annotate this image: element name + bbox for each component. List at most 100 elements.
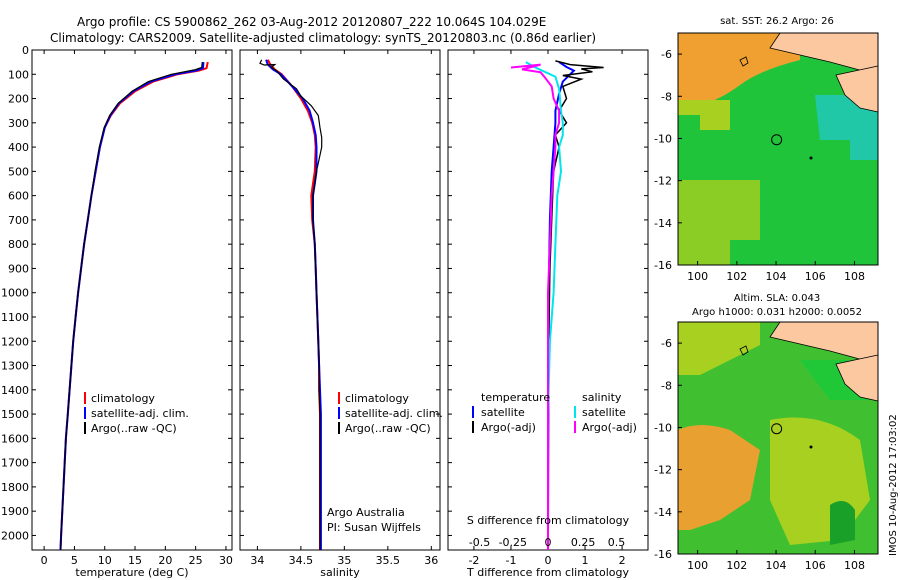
y-tick-label: 300 bbox=[8, 117, 29, 130]
series-line-s-argo-adj- bbox=[510, 63, 561, 550]
imos-timestamp: IMOS 10-Aug-2012 17:03:02 bbox=[888, 414, 899, 556]
y-tick-label: 500 bbox=[8, 165, 29, 178]
map-y-tick-label: -10 bbox=[654, 132, 672, 145]
legend-s-satellite-label: satellite bbox=[582, 406, 626, 419]
difference-legend: temperature satellite Argo(-adj) salinit… bbox=[472, 391, 637, 434]
land-java bbox=[835, 65, 879, 113]
y-tick-label: 1900 bbox=[1, 505, 29, 518]
salinity-profile-chart: 34 34.5 35 35.5 36 salinity climatology sate… bbox=[239, 49, 443, 579]
y-tick-label: 400 bbox=[8, 141, 29, 154]
s-difference-xlabel: S difference from climatology bbox=[467, 514, 630, 527]
map-y-tick-label: -14 bbox=[654, 217, 672, 230]
map-y-tick-label: -6 bbox=[661, 337, 672, 350]
map-y-tick-label: -12 bbox=[654, 464, 672, 477]
t-difference-xlabel: T difference from climatology bbox=[466, 566, 629, 579]
x-tick-label: 20 bbox=[158, 554, 172, 567]
sst-warm-region bbox=[678, 33, 800, 105]
temperature-legend: climatology satellite-adj. clim. Argo(..… bbox=[84, 392, 189, 435]
series-line-satellite-adj-clim- bbox=[265, 59, 322, 550]
sla-map: Altim. SLA: 0.043 Argo h1000: 0.031 h200… bbox=[654, 293, 879, 572]
y-tick-label: 100 bbox=[8, 68, 29, 81]
sla-map-frame bbox=[677, 321, 879, 555]
map-x-tick-label: 100 bbox=[687, 559, 708, 572]
sla-mid-region bbox=[678, 322, 760, 375]
s-diff-tick-label: -0.25 bbox=[499, 536, 527, 549]
y-tick-label: 1200 bbox=[1, 335, 29, 348]
map-x-tick-label: 104 bbox=[766, 559, 787, 572]
argo-location-marker bbox=[771, 423, 783, 435]
x-tick-label: -2 bbox=[468, 554, 479, 567]
legend-satellite-label: satellite-adj. clim. bbox=[91, 407, 189, 420]
sla-low-region bbox=[830, 501, 855, 545]
legend-s-argo-label: Argo(-adj) bbox=[582, 421, 637, 434]
x-tick-label: 34 bbox=[250, 554, 264, 567]
argo-location-marker bbox=[771, 134, 783, 146]
y-tick-label: 1700 bbox=[1, 457, 29, 470]
y-tick-label: 600 bbox=[8, 190, 29, 203]
y-tick-label: 1000 bbox=[1, 287, 29, 300]
christmas-island bbox=[809, 445, 813, 449]
christmas-island bbox=[809, 156, 813, 160]
s-diff-tick-label: -0.5 bbox=[469, 536, 490, 549]
legend-temperature-title: temperature bbox=[481, 391, 550, 404]
sst-mid-region bbox=[678, 100, 730, 130]
x-tick-label: -1 bbox=[505, 554, 516, 567]
x-tick-label: 2 bbox=[619, 554, 626, 567]
difference-profile-chart: -2 -1 0 1 2 T difference from climatology S … bbox=[447, 49, 649, 579]
x-tick-label: 15 bbox=[128, 554, 142, 567]
x-tick-label: 1 bbox=[582, 554, 589, 567]
x-tick-label: 10 bbox=[98, 554, 112, 567]
series-line-satellite-adj-clim- bbox=[59, 62, 205, 551]
x-tick-label: 0 bbox=[545, 554, 552, 567]
temperature-xlabel: temperature (deg C) bbox=[75, 566, 188, 579]
argo-australia-label: Argo Australia bbox=[327, 506, 405, 519]
temperature-plot-frame bbox=[31, 49, 233, 551]
x-tick-label: 0 bbox=[41, 554, 48, 567]
y-tick-label: 1600 bbox=[1, 432, 29, 445]
series-line-climatology bbox=[266, 59, 321, 550]
map-x-tick-label: 100 bbox=[687, 270, 708, 283]
map-y-tick-label: -10 bbox=[654, 421, 672, 434]
legend-satellite-label: satellite-adj. clim. bbox=[345, 407, 443, 420]
map-x-tick-label: 108 bbox=[844, 270, 865, 283]
x-tick-label: 30 bbox=[219, 554, 233, 567]
y-tick-label: 1500 bbox=[1, 408, 29, 421]
map-y-tick-label: -12 bbox=[654, 175, 672, 188]
series-line-argo-raw-qc- bbox=[259, 59, 323, 550]
map-x-tick-label: 106 bbox=[805, 270, 826, 283]
series-line-s-satellite bbox=[525, 61, 564, 550]
y-tick-label: 1800 bbox=[1, 481, 29, 494]
y-tick-label: 1400 bbox=[1, 384, 29, 397]
salinity-legend: climatology satellite-adj. clim. Argo(..… bbox=[338, 392, 443, 435]
sla-title-line2: Argo h1000: 0.031 h2000: 0.0052 bbox=[692, 307, 862, 318]
map-y-tick-label: -16 bbox=[654, 548, 672, 561]
salinity-xlabel: salinity bbox=[320, 566, 360, 579]
x-tick-label: 36 bbox=[424, 554, 438, 567]
pi-label: PI: Susan Wijffels bbox=[327, 521, 421, 534]
legend-climatology-label: climatology bbox=[345, 392, 409, 405]
map-y-tick-label: -8 bbox=[661, 90, 672, 103]
figure-title-line2: Climatology: CARS2009. Satellite-adjuste… bbox=[50, 31, 596, 45]
map-x-tick-label: 102 bbox=[726, 270, 747, 283]
map-x-tick-label: 106 bbox=[805, 559, 826, 572]
map-y-tick-label: -14 bbox=[654, 506, 672, 519]
y-tick-label: 1300 bbox=[1, 360, 29, 373]
s-diff-tick-label: 0 bbox=[545, 536, 552, 549]
legend-t-argo-label: Argo(-adj) bbox=[481, 421, 536, 434]
sst-mid-region-south bbox=[678, 180, 760, 265]
sst-map: sat. SST: 26.2 Argo: 26 100 102 104 106 108 -… bbox=[654, 16, 879, 283]
sst-cool-region bbox=[815, 95, 878, 160]
y-tick-label: 900 bbox=[8, 262, 29, 275]
map-x-tick-label: 104 bbox=[766, 270, 787, 283]
y-tick-label: 2000 bbox=[1, 529, 29, 542]
sst-map-title: sat. SST: 26.2 Argo: 26 bbox=[720, 16, 834, 27]
y-tick-label: 0 bbox=[22, 44, 29, 57]
y-tick-label: 700 bbox=[8, 214, 29, 227]
sla-title-line1: Altim. SLA: 0.043 bbox=[734, 293, 820, 304]
x-tick-label: 34.5 bbox=[289, 554, 314, 567]
legend-argo-label: Argo(..raw -QC) bbox=[345, 422, 431, 435]
series-line-climatology bbox=[59, 61, 209, 551]
map-x-tick-label: 102 bbox=[726, 559, 747, 572]
map-y-tick-label: -6 bbox=[661, 48, 672, 61]
